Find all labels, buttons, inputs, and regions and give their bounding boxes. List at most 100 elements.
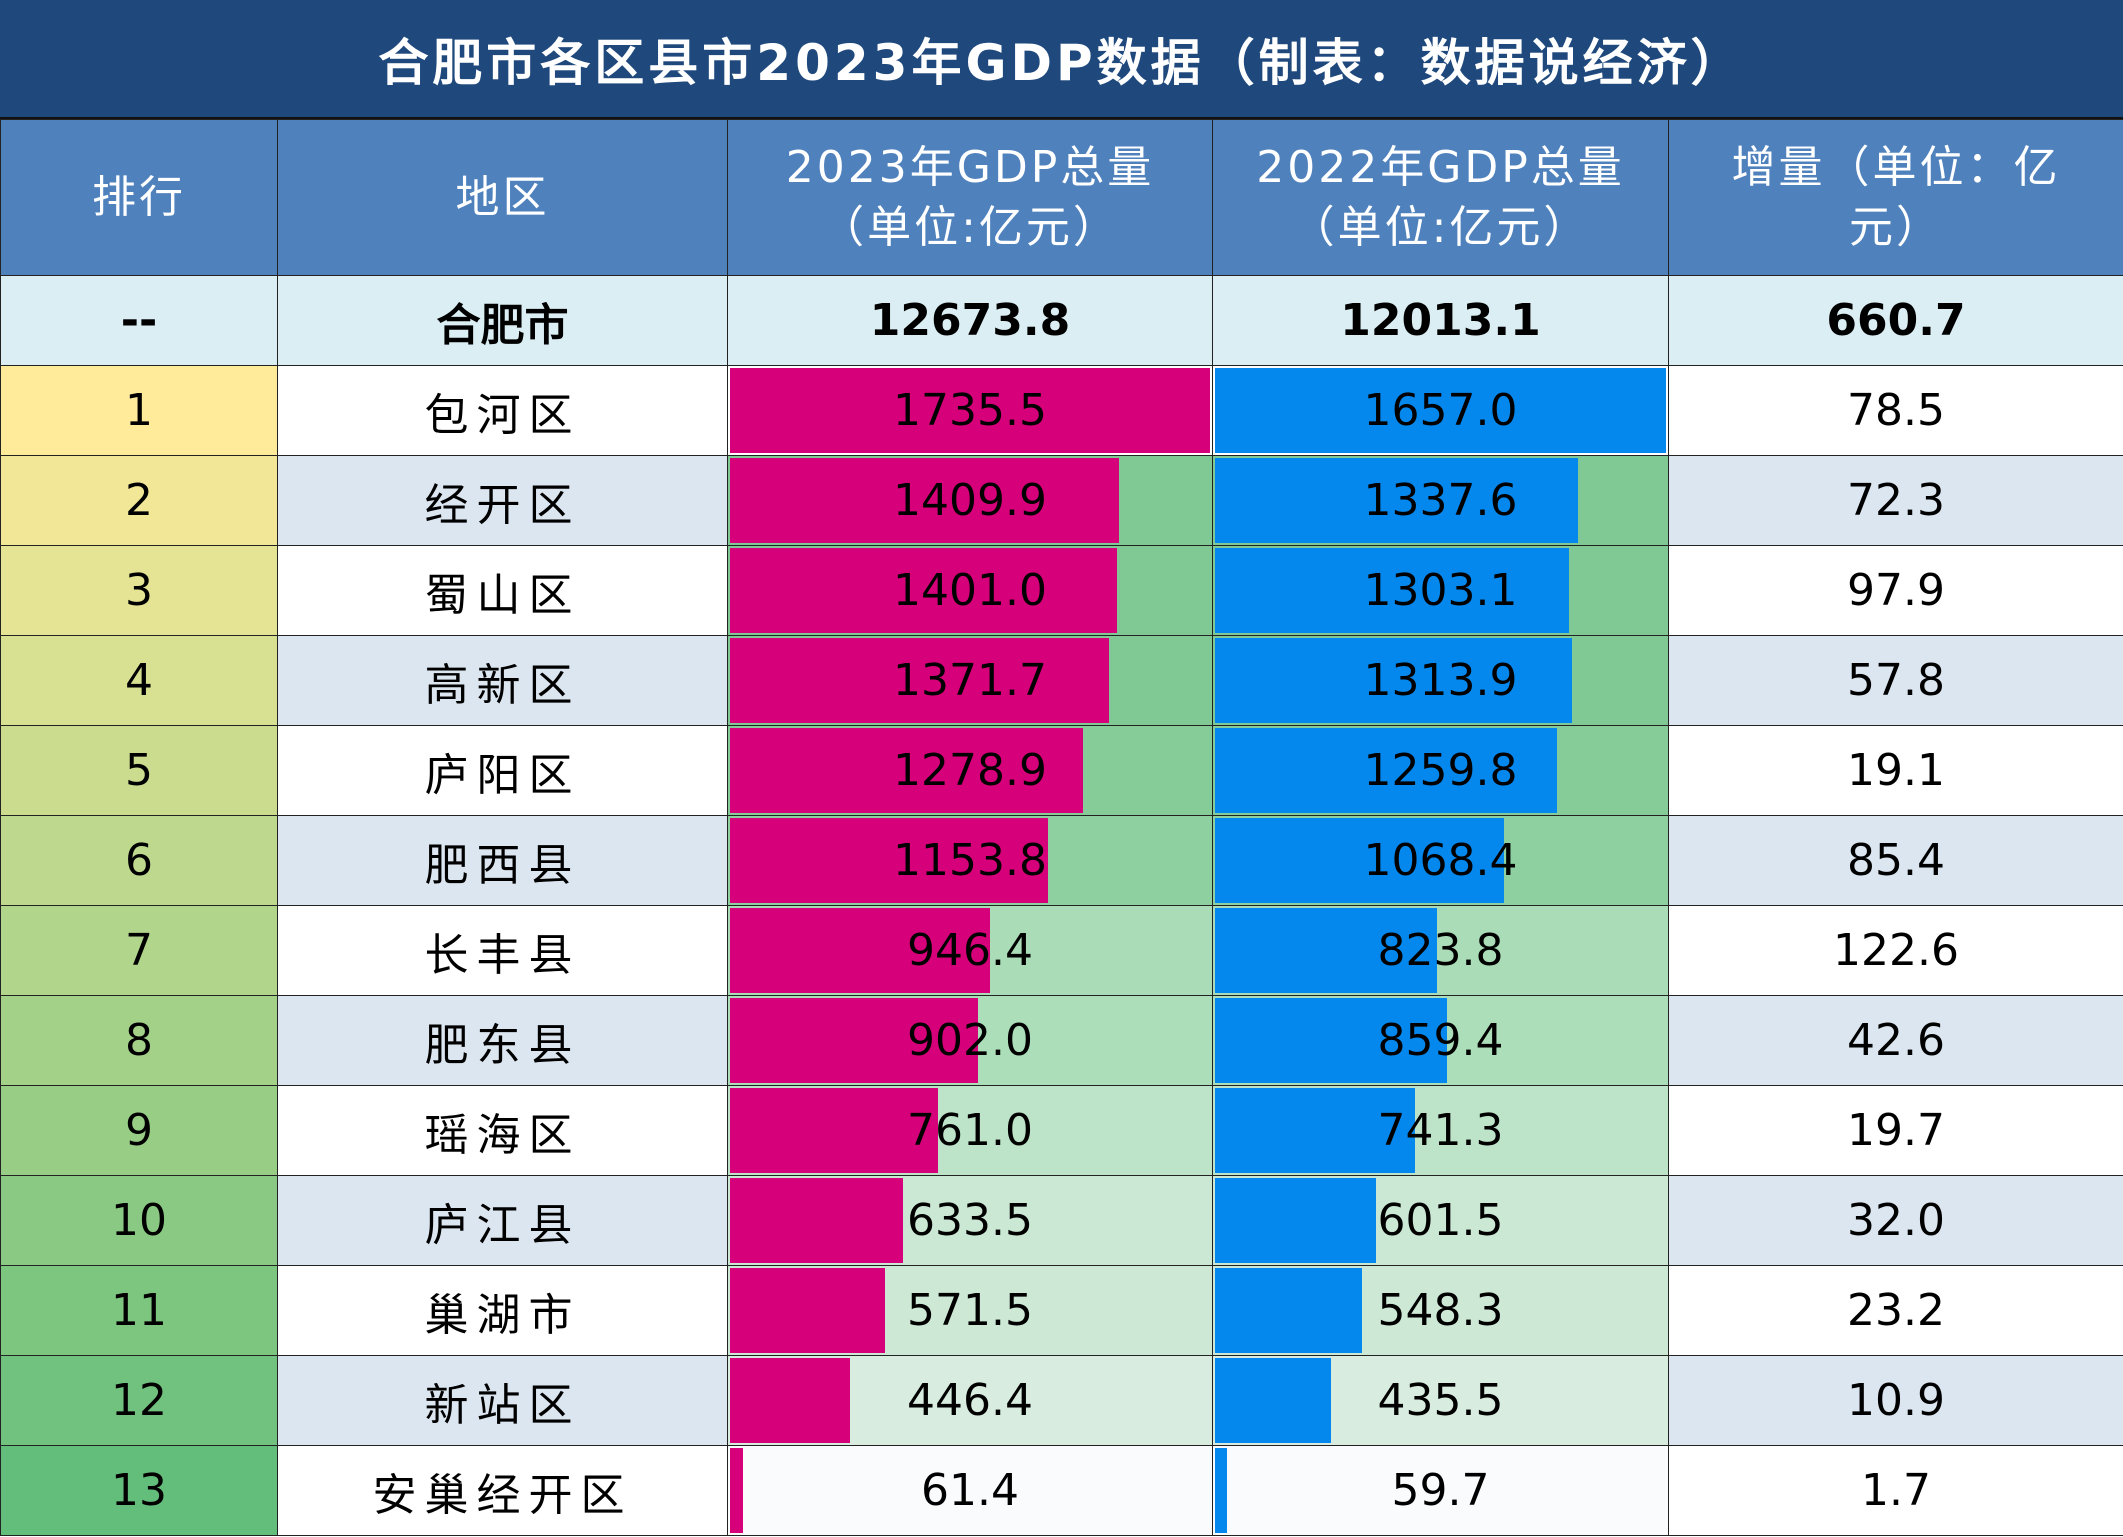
region-cell: 巢湖市 xyxy=(277,1265,728,1356)
region-name: 肥西县 xyxy=(424,839,581,891)
gdp2022-bar xyxy=(1215,458,1579,543)
rank-value: 11 xyxy=(111,1285,167,1336)
header-gdp2022-line2: （单位:亿元） xyxy=(1290,201,1591,253)
rank-cell: 7 xyxy=(0,905,278,996)
gdp2022-value: 1303.1 xyxy=(1363,565,1518,616)
gdp2022-value: 823.8 xyxy=(1377,925,1504,976)
increase-cell: 122.6 xyxy=(1668,905,2123,996)
table-row: 3 蜀山区 1401.0 1303.1 97.9 xyxy=(0,545,2123,636)
gdp2022-value: 1657.0 xyxy=(1363,385,1518,436)
increase-value: 32.0 xyxy=(1847,1195,1945,1246)
header-gdp2022: 2022年GDP总量 （单位:亿元） xyxy=(1212,119,1669,276)
gdp2023-cell: 571.5 xyxy=(727,1265,1213,1356)
gdp2023-value: 1735.5 xyxy=(893,385,1047,436)
rank-value: 6 xyxy=(125,835,153,886)
region-name: 长丰县 xyxy=(424,929,581,981)
gdp2023-value: 761.0 xyxy=(907,1105,1033,1156)
region-name: 巢湖市 xyxy=(424,1289,581,1341)
gdp-table: 排行 地区 2023年GDP总量 （单位:亿元） 2022年GDP总量 （单位:亿元… xyxy=(0,119,2123,1536)
region-cell: 新站区 xyxy=(277,1355,728,1446)
region-name: 经开区 xyxy=(424,479,581,531)
increase-cell: 23.2 xyxy=(1668,1265,2123,1356)
gdp2022-bar xyxy=(1215,818,1505,903)
increase-value: 19.7 xyxy=(1847,1105,1945,1156)
table-row: 11 巢湖市 571.5 548.3 23.2 xyxy=(0,1265,2123,1356)
gdp2023-cell: 1401.0 xyxy=(727,545,1213,636)
rank-value: 9 xyxy=(125,1105,153,1156)
increase-cell: 1.7 xyxy=(1668,1445,2123,1536)
gdp2023-cell: 1735.5 xyxy=(727,365,1213,456)
gdp2023-bar xyxy=(730,1358,851,1443)
rank-cell: 3 xyxy=(0,545,278,636)
region-name: 瑶海区 xyxy=(424,1109,581,1161)
region-cell: 经开区 xyxy=(277,455,728,546)
total-increase: 660.7 xyxy=(1668,275,2123,366)
header-gdp2022-line1: 2022年GDP总量 xyxy=(1256,141,1625,193)
region-cell: 庐江县 xyxy=(277,1175,728,1266)
rank-cell: 1 xyxy=(0,365,278,456)
table-row: 10 庐江县 633.5 601.5 32.0 xyxy=(0,1175,2123,1266)
increase-cell: 19.1 xyxy=(1668,725,2123,816)
increase-value: 42.6 xyxy=(1847,1015,1945,1066)
gdp2023-value: 61.4 xyxy=(921,1465,1019,1516)
gdp2022-bar xyxy=(1215,908,1438,993)
gdp2023-cell: 1409.9 xyxy=(727,455,1213,546)
table-row: 12 新站区 446.4 435.5 10.9 xyxy=(0,1355,2123,1446)
gdp2023-cell: 946.4 xyxy=(727,905,1213,996)
gdp2023-bar xyxy=(730,818,1048,903)
gdp2023-cell: 61.4 xyxy=(727,1445,1213,1536)
table-title: 合肥市各区县市2023年GDP数据（制表：数据说经济） xyxy=(0,0,2123,119)
header-region: 地区 xyxy=(277,119,728,276)
increase-value: 72.3 xyxy=(1847,475,1945,526)
gdp2022-bar xyxy=(1215,548,1569,633)
gdp2023-bar xyxy=(730,728,1083,813)
gdp2023-bar xyxy=(730,908,990,993)
increase-cell: 19.7 xyxy=(1668,1085,2123,1176)
gdp2023-value: 1153.8 xyxy=(893,835,1047,886)
increase-value: 97.9 xyxy=(1847,565,1945,616)
gdp2022-cell: 1313.9 xyxy=(1212,635,1669,726)
rank-cell: 12 xyxy=(0,1355,278,1446)
header-gdp2023: 2023年GDP总量 （单位:亿元） xyxy=(727,119,1213,276)
increase-cell: 32.0 xyxy=(1668,1175,2123,1266)
gdp2023-bar xyxy=(730,548,1117,633)
increase-value: 19.1 xyxy=(1847,745,1945,796)
increase-value: 57.8 xyxy=(1847,655,1945,706)
gdp2023-value: 902.0 xyxy=(907,1015,1033,1066)
rank-cell: 13 xyxy=(0,1445,278,1536)
gdp2023-cell: 761.0 xyxy=(727,1085,1213,1176)
gdp2022-value: 548.3 xyxy=(1377,1285,1504,1336)
table-row: 2 经开区 1409.9 1337.6 72.3 xyxy=(0,455,2123,546)
gdp2023-value: 1401.0 xyxy=(893,565,1047,616)
gdp2023-bar xyxy=(730,1178,903,1263)
gdp2023-bar xyxy=(730,458,1120,543)
increase-value: 122.6 xyxy=(1833,925,1959,976)
increase-value: 85.4 xyxy=(1847,835,1945,886)
region-cell: 瑶海区 xyxy=(277,1085,728,1176)
table-row: 1 包河区 1735.5 1657.0 78.5 xyxy=(0,365,2123,456)
gdp2022-value: 1313.9 xyxy=(1363,655,1518,706)
increase-value: 10.9 xyxy=(1847,1375,1945,1426)
region-name: 蜀山区 xyxy=(424,569,581,621)
region-name: 高新区 xyxy=(424,659,581,711)
total-region: 合肥市 xyxy=(277,275,728,366)
gdp2022-cell: 1657.0 xyxy=(1212,365,1669,456)
gdp2023-value: 1409.9 xyxy=(893,475,1047,526)
total-gdp2022: 12013.1 xyxy=(1212,275,1669,366)
gdp2022-cell: 1068.4 xyxy=(1212,815,1669,906)
gdp2023-cell: 1278.9 xyxy=(727,725,1213,816)
table-row: 13 安巢经开区 61.4 59.7 1.7 xyxy=(0,1445,2123,1536)
table-row: 9 瑶海区 761.0 741.3 19.7 xyxy=(0,1085,2123,1176)
gdp2022-value: 1068.4 xyxy=(1363,835,1518,886)
header-rank: 排行 xyxy=(0,119,278,276)
rank-cell: 9 xyxy=(0,1085,278,1176)
gdp2022-value: 1337.6 xyxy=(1363,475,1518,526)
gdp2022-bar xyxy=(1215,1178,1377,1263)
gdp2023-bar xyxy=(730,1448,744,1533)
gdp2023-value: 1278.9 xyxy=(893,745,1047,796)
gdp2023-cell: 1153.8 xyxy=(727,815,1213,906)
gdp2022-value: 59.7 xyxy=(1391,1465,1490,1516)
total-rank: -- xyxy=(0,275,278,366)
rank-value: 7 xyxy=(125,925,153,976)
